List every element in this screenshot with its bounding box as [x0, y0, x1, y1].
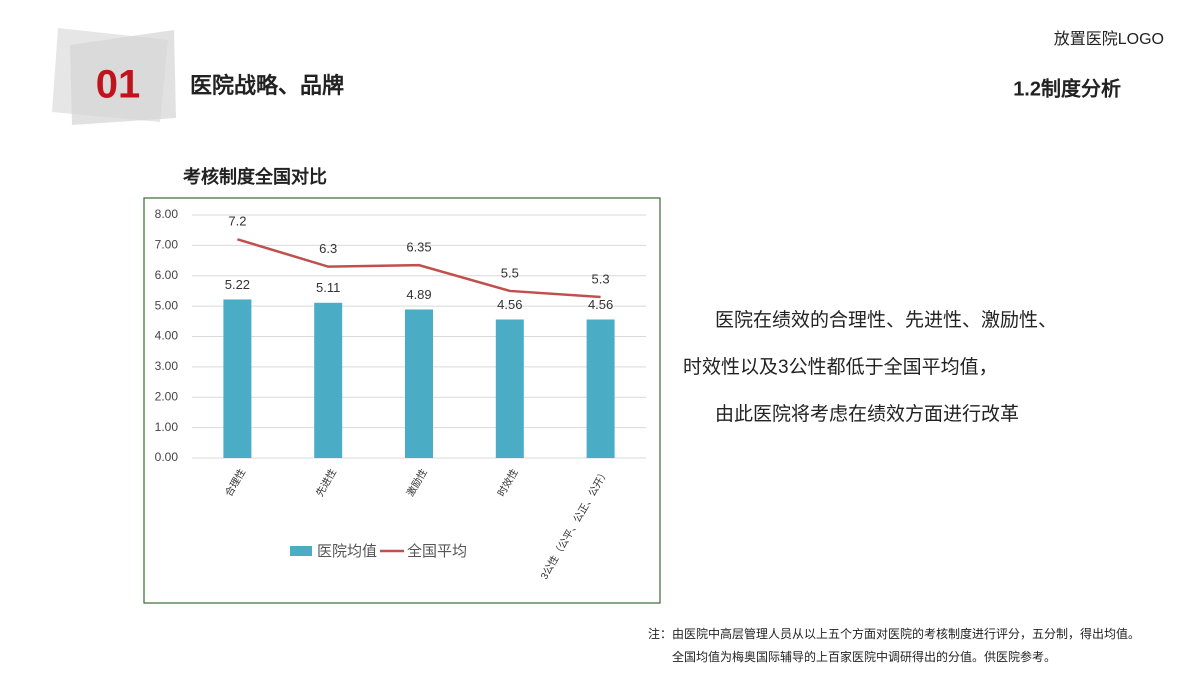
subtitle: 1.2制度分析	[1013, 76, 1121, 100]
y-tick-label: 1.00	[155, 420, 179, 434]
data-label: 5.3	[592, 271, 610, 286]
data-label: 5.22	[225, 277, 250, 292]
data-label: 5.11	[316, 280, 340, 295]
note: 注：由医院中高层管理人员从以上五个方面对医院的考核制度进行评分，五分制，得出均值…	[648, 626, 1140, 641]
legend-label: 医院均值	[317, 542, 377, 560]
legend-label: 全国平均	[407, 542, 467, 560]
x-tick-label: 3公性（公平、公正、公开）	[537, 466, 611, 581]
section-number: 01	[96, 63, 141, 107]
x-tick-label: 合理性	[222, 466, 248, 498]
data-label: 5.5	[501, 265, 519, 280]
y-tick-label: 8.00	[155, 207, 179, 221]
bar	[586, 319, 615, 458]
x-tick-label: 先进性	[313, 466, 339, 498]
legend-swatch	[290, 546, 312, 556]
x-tick-label: 时效性	[494, 466, 520, 498]
y-tick-label: 7.00	[155, 238, 179, 252]
paragraph-line: 医院在绩效的合理性、先进性、激励性、	[715, 309, 1057, 331]
note: 全国均值为梅奥国际辅导的上百家医院中调研得出的分值。供医院参考。	[672, 649, 1056, 664]
logo-placeholder: 放置医院LOGO	[1054, 30, 1164, 48]
x-tick-label: 激励性	[404, 466, 430, 498]
y-tick-label: 5.00	[155, 298, 179, 312]
bar	[405, 309, 433, 458]
data-label: 6.3	[319, 241, 337, 256]
bar	[314, 302, 343, 458]
bar	[223, 299, 252, 458]
chart-frame	[143, 197, 661, 604]
paragraph-line: 由此医院将考虑在绩效方面进行改革	[715, 403, 1019, 425]
y-tick-label: 3.00	[155, 359, 179, 373]
y-tick-label: 0.00	[155, 450, 179, 464]
paragraph-line: 时效性以及3公性都低于全国平均值，	[683, 356, 998, 378]
data-label: 4.56	[497, 297, 522, 312]
bar	[495, 319, 524, 458]
y-tick-label: 6.00	[155, 268, 179, 282]
data-label: 6.35	[406, 240, 431, 255]
section-title: 医院战略、品牌	[190, 73, 344, 98]
chart-title: 考核制度全国对比	[183, 166, 327, 187]
line	[237, 238, 601, 299]
data-label: 7.2	[228, 214, 246, 229]
y-tick-label: 2.00	[155, 389, 179, 403]
data-label: 4.89	[406, 287, 431, 302]
data-label: 4.56	[588, 297, 613, 312]
decor-shape	[70, 30, 176, 125]
y-tick-label: 4.00	[155, 329, 179, 343]
